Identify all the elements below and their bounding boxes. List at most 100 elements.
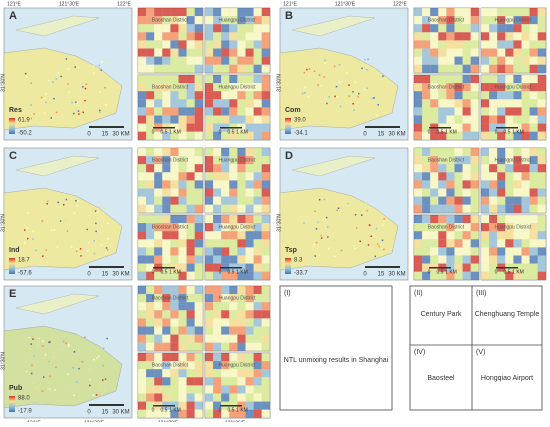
inset-cell <box>229 107 238 116</box>
inset-cell <box>505 223 514 232</box>
pixel <box>371 63 373 65</box>
pixel <box>62 340 65 343</box>
inset-cell <box>237 255 246 264</box>
pixel <box>302 212 304 214</box>
scale-label: 15 <box>102 132 109 138</box>
inset-cell <box>194 353 203 362</box>
inset-cell <box>521 188 530 197</box>
inset-cell <box>154 64 163 73</box>
inset-cell <box>253 48 262 57</box>
inset-cell <box>186 180 195 189</box>
inset-cell <box>154 239 163 248</box>
inset-cell <box>489 64 498 73</box>
inset-cell <box>253 204 262 213</box>
pixel <box>43 236 46 239</box>
pixel <box>383 220 385 222</box>
inset-cell <box>138 286 147 295</box>
pixel <box>45 93 47 95</box>
inset-cell <box>481 56 490 65</box>
inset-cell <box>245 115 254 124</box>
inset-cell <box>237 409 246 418</box>
pixel <box>333 65 336 68</box>
inset-cell <box>138 180 147 189</box>
district-label: Baoshan District <box>152 17 189 23</box>
inset-cell <box>422 91 431 100</box>
legend-max: 8.3 <box>294 258 303 264</box>
inset-cell <box>213 56 222 65</box>
inset-cell <box>146 247 155 256</box>
inset-cell <box>146 401 155 410</box>
inset-cell <box>489 99 498 108</box>
inset-cell <box>537 271 546 280</box>
pixel <box>309 208 311 211</box>
panel-letter: D <box>285 150 293 162</box>
inset-cell <box>261 83 270 92</box>
inset-cell <box>422 24 431 33</box>
inset-cell <box>154 271 163 280</box>
legend-variable: Res <box>9 107 22 114</box>
inset-cell <box>245 377 254 386</box>
inset-scale-bar <box>429 127 451 129</box>
inset-cell <box>154 40 163 49</box>
inset-cell <box>170 24 179 33</box>
inset-cell <box>186 286 195 295</box>
inset-cell <box>505 156 514 165</box>
inset-cell <box>438 180 447 189</box>
inset-cell <box>462 231 471 240</box>
inset-cell <box>229 48 238 57</box>
inset-cell <box>497 75 506 84</box>
inset-cell <box>213 302 222 311</box>
inset-cell <box>154 231 163 240</box>
inset-cell <box>229 271 238 280</box>
inset-cell <box>505 204 514 213</box>
inset-cell <box>186 64 195 73</box>
inset-cell <box>261 326 270 335</box>
legend-min: -33.7 <box>294 271 308 277</box>
inset-cell <box>470 16 479 25</box>
pixel <box>38 337 41 340</box>
inset-cell <box>529 32 538 41</box>
pixel <box>95 230 97 233</box>
pixel <box>88 368 91 370</box>
pixel <box>87 241 90 244</box>
pixel <box>317 221 319 224</box>
inset-cell <box>146 156 155 165</box>
pixel <box>31 364 33 367</box>
inset-cell <box>170 353 179 362</box>
inset-cell <box>237 385 246 394</box>
inset-cell <box>537 263 546 272</box>
lat-label: 31°30'N <box>276 74 282 92</box>
inset-cell <box>513 255 522 264</box>
inset-cell <box>186 56 195 65</box>
inset-cell <box>446 271 455 280</box>
inset-cell <box>138 156 147 165</box>
inset-cell <box>261 188 270 197</box>
pixel <box>98 64 101 67</box>
inset-cell <box>489 231 498 240</box>
pixel <box>348 96 351 98</box>
inset-cell <box>253 302 262 311</box>
inset-cell <box>162 369 171 378</box>
inset-cell <box>253 223 262 232</box>
pixel <box>367 244 370 246</box>
inset-cell <box>261 361 270 370</box>
inset-cell <box>146 318 155 327</box>
inset-cell <box>505 99 514 108</box>
inset-cell <box>454 115 463 124</box>
lon-label: 121°30'E <box>59 1 80 7</box>
inset-cell <box>529 24 538 33</box>
inset-cell <box>245 24 254 33</box>
scale-label: 30 KM <box>388 272 405 278</box>
inset-scale-label: 1 KM <box>512 129 524 135</box>
pixel <box>32 230 34 232</box>
inset-cell <box>497 172 506 181</box>
pixel <box>36 346 39 348</box>
pixel <box>92 65 95 67</box>
inset-cell <box>138 64 147 73</box>
pixel <box>77 200 80 202</box>
pixel <box>383 218 385 220</box>
inset-cell <box>261 64 270 73</box>
pixel <box>72 98 74 101</box>
legend-bar <box>9 396 15 412</box>
inset-cell <box>138 24 147 33</box>
